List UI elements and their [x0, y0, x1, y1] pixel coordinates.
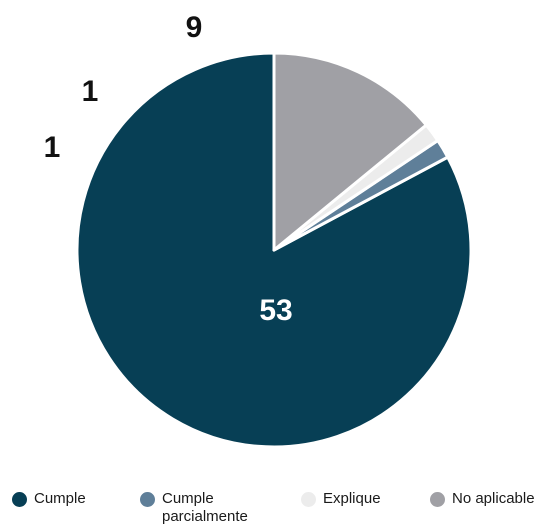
legend-swatch	[140, 492, 155, 507]
chart-legend: Cumple Cumple parcialmente Explique No a…	[0, 490, 547, 528]
legend-label: Explique	[323, 490, 381, 507]
data-label: 1	[44, 131, 61, 164]
data-label: 9	[186, 11, 203, 44]
legend-item-cumple: Cumple	[12, 490, 86, 508]
legend-item-cumple-parcialmente: Cumple parcialmente	[140, 490, 282, 526]
pie-chart: 53 1 1 9	[44, 11, 473, 449]
legend-label: Cumple parcialmente	[162, 490, 248, 525]
legend-swatch	[12, 492, 27, 507]
pie-chart-svg: 53 11 9	[44, 11, 473, 449]
legend-label: Cumple	[34, 490, 86, 507]
legend-item-explique: Explique	[301, 490, 381, 508]
legend-swatch	[430, 492, 445, 507]
legend-swatch	[301, 492, 316, 507]
slice-no-aplicable	[272, 51, 428, 252]
data-label: 53	[259, 294, 292, 327]
data-label: 1	[82, 75, 99, 108]
legend-label: No aplicable	[452, 490, 535, 507]
legend-item-no-aplicable: No aplicable	[430, 490, 535, 508]
